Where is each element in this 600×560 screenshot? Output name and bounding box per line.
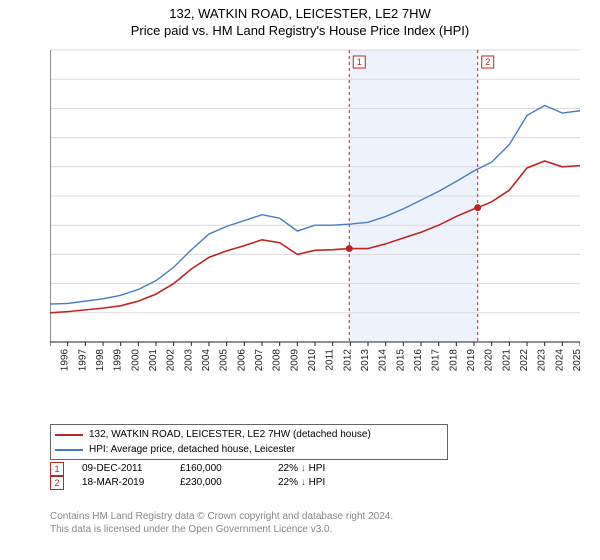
svg-text:2012: 2012 bbox=[342, 349, 353, 372]
sale-price: £160,000 bbox=[180, 462, 260, 476]
svg-text:2008: 2008 bbox=[272, 349, 283, 372]
svg-text:1998: 1998 bbox=[95, 349, 106, 372]
sale-date: 18-MAR-2019 bbox=[82, 476, 162, 490]
svg-text:2019: 2019 bbox=[466, 349, 477, 372]
svg-text:2014: 2014 bbox=[378, 349, 389, 372]
sale-row: 2 18-MAR-2019 £230,000 22% ↓ HPI bbox=[50, 476, 358, 490]
chart-title: 132, WATKIN ROAD, LEICESTER, LE2 7HW Pri… bbox=[0, 0, 600, 40]
svg-text:2025: 2025 bbox=[572, 349, 580, 372]
sales-table: 1 09-DEC-2011 £160,000 22% ↓ HPI 2 18-MAR-201… bbox=[50, 462, 358, 490]
svg-text:2002: 2002 bbox=[166, 349, 177, 372]
svg-text:2011: 2011 bbox=[325, 349, 336, 371]
legend-row: HPI: Average price, detached house, Leic… bbox=[55, 442, 443, 457]
sale-row: 1 09-DEC-2011 £160,000 22% ↓ HPI bbox=[50, 462, 358, 476]
svg-text:2024: 2024 bbox=[554, 349, 565, 372]
svg-text:2021: 2021 bbox=[501, 349, 512, 372]
svg-text:2006: 2006 bbox=[236, 349, 247, 372]
title-line1: 132, WATKIN ROAD, LEICESTER, LE2 7HW bbox=[0, 6, 600, 23]
svg-text:1: 1 bbox=[357, 57, 362, 67]
sale-delta: 22% ↓ HPI bbox=[278, 476, 358, 490]
attribution-line2: This data is licensed under the Open Gov… bbox=[50, 523, 393, 536]
sale-delta: 22% ↓ HPI bbox=[278, 462, 358, 476]
svg-text:2016: 2016 bbox=[413, 349, 424, 372]
svg-text:2020: 2020 bbox=[484, 349, 495, 372]
svg-text:2022: 2022 bbox=[519, 349, 530, 372]
svg-text:2001: 2001 bbox=[148, 349, 159, 372]
svg-text:2010: 2010 bbox=[307, 349, 318, 372]
svg-text:2000: 2000 bbox=[130, 349, 141, 372]
sale-marker: 1 bbox=[50, 462, 64, 476]
svg-text:1997: 1997 bbox=[77, 349, 88, 372]
svg-text:1999: 1999 bbox=[113, 349, 124, 372]
svg-text:2009: 2009 bbox=[289, 349, 300, 372]
sale-price: £230,000 bbox=[180, 476, 260, 490]
attribution-line1: Contains HM Land Registry data © Crown c… bbox=[50, 510, 393, 523]
svg-text:2004: 2004 bbox=[201, 349, 212, 372]
sale-date: 09-DEC-2011 bbox=[82, 462, 162, 476]
chart-svg: £0£50K£100K£150K£200K£250K£300K£350K£400… bbox=[50, 46, 580, 382]
svg-text:2023: 2023 bbox=[537, 349, 548, 372]
svg-text:2015: 2015 bbox=[395, 349, 406, 372]
svg-text:2005: 2005 bbox=[219, 349, 230, 372]
svg-text:2013: 2013 bbox=[360, 349, 371, 372]
legend-row: 132, WATKIN ROAD, LEICESTER, LE2 7HW (de… bbox=[55, 427, 443, 442]
svg-text:2007: 2007 bbox=[254, 349, 265, 372]
legend-swatch bbox=[55, 434, 83, 436]
svg-text:2017: 2017 bbox=[431, 349, 442, 372]
chart-area: £0£50K£100K£150K£200K£250K£300K£350K£400… bbox=[50, 46, 580, 382]
sale-marker: 2 bbox=[50, 476, 64, 490]
legend-label: 132, WATKIN ROAD, LEICESTER, LE2 7HW (de… bbox=[89, 427, 371, 442]
legend: 132, WATKIN ROAD, LEICESTER, LE2 7HW (de… bbox=[50, 424, 448, 460]
title-line2: Price paid vs. HM Land Registry's House … bbox=[0, 23, 600, 40]
price-chart-page: { "title_line1": "132, WATKIN ROAD, LEIC… bbox=[0, 0, 600, 560]
legend-swatch bbox=[55, 449, 83, 451]
svg-text:2003: 2003 bbox=[183, 349, 194, 372]
svg-text:1995: 1995 bbox=[50, 349, 53, 372]
svg-text:1996: 1996 bbox=[60, 349, 71, 372]
svg-text:2: 2 bbox=[485, 57, 490, 67]
legend-label: HPI: Average price, detached house, Leic… bbox=[89, 442, 295, 457]
attribution: Contains HM Land Registry data © Crown c… bbox=[50, 510, 393, 536]
svg-text:2018: 2018 bbox=[448, 349, 459, 372]
